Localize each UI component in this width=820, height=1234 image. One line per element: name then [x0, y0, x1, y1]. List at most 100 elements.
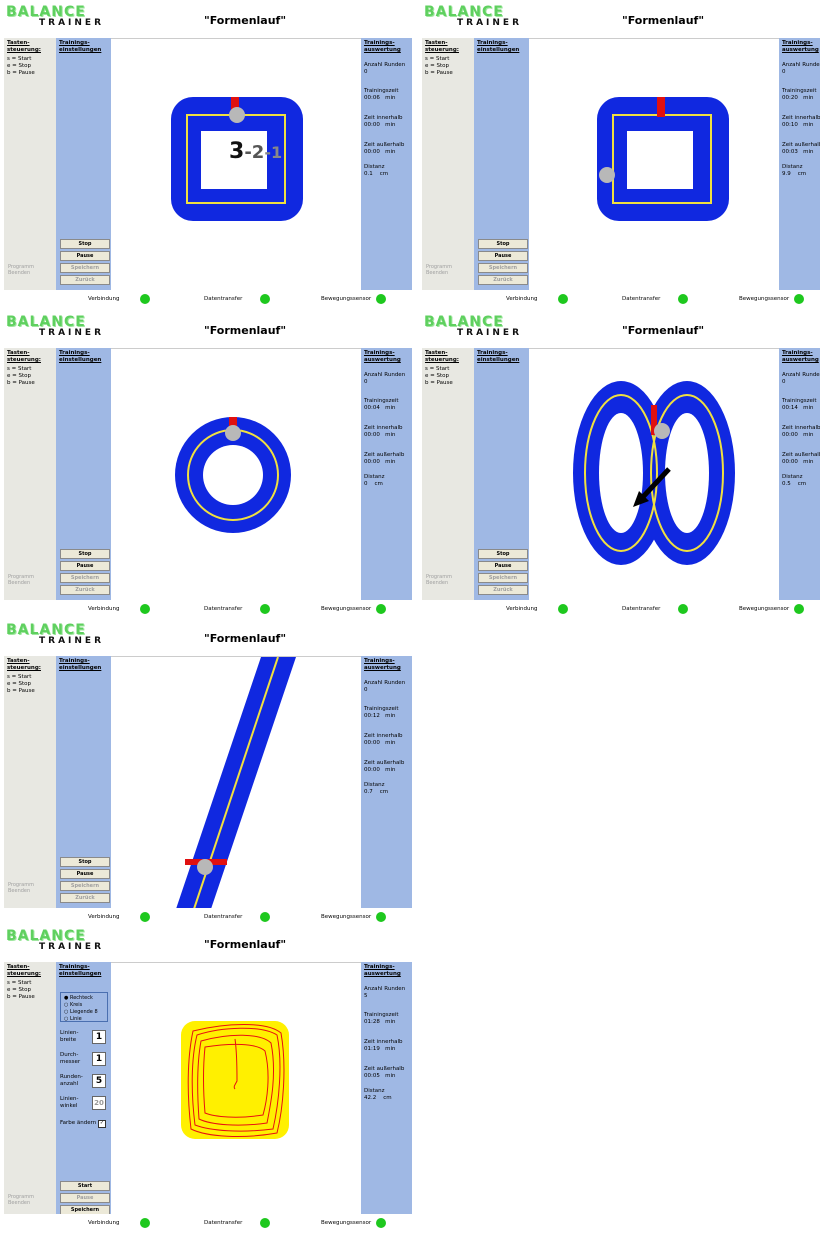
stop-button[interactable]: Stop [478, 549, 528, 559]
inside-row: 00:00 min [364, 740, 395, 747]
evaluation-heading: Trainings-auswertung [782, 350, 819, 363]
program-end-label[interactable]: Programm Beenden [426, 574, 452, 586]
pause-button[interactable]: Pause [478, 251, 528, 261]
training-canvas[interactable] [111, 348, 361, 601]
back-button[interactable]: Zurück [60, 893, 110, 903]
track-rectangle [597, 97, 729, 221]
option-linie[interactable]: ○ Linie [64, 1016, 82, 1022]
rounds-label: Anzahl Runden [782, 62, 820, 68]
option-rechteck[interactable]: ● Rechteck [64, 995, 93, 1001]
stop-button[interactable]: Stop [478, 239, 528, 249]
time-row: 00:12 min [364, 713, 395, 720]
stop-button[interactable]: Stop [60, 239, 110, 249]
status-bar: Verbindung Datentransfer Bewegungssensor [4, 600, 412, 620]
status-bar: Verbindung Datentransfer Bewegungssensor [4, 1214, 412, 1234]
outside-unit: min [385, 1073, 396, 1079]
direction-arrow [639, 467, 671, 501]
distance-value: 0.7 [364, 789, 373, 795]
save-button[interactable]: Speichern [60, 881, 110, 891]
inside-unit: min [385, 432, 396, 438]
diameter-input[interactable]: 1 [92, 1052, 106, 1066]
connection-indicator [140, 604, 150, 614]
rounds-label: Anzahl Runden [364, 680, 406, 686]
sensor-indicator [794, 294, 804, 304]
angle-input[interactable]: 20 [92, 1096, 106, 1110]
program-end-label[interactable]: Programm Beenden [8, 574, 34, 586]
training-canvas[interactable] [529, 348, 779, 601]
start-marker [651, 405, 657, 435]
transfer-indicator [678, 604, 688, 614]
program-end-label[interactable]: Programm Beenden [426, 264, 452, 276]
program-end-label[interactable]: Programm Beenden [8, 264, 34, 276]
inside-value: 00:00 [364, 740, 380, 746]
pause-button[interactable]: Pause [60, 561, 110, 571]
color-change-checkbox[interactable]: ✓ [98, 1120, 106, 1128]
save-button[interactable]: Speichern [478, 573, 528, 583]
save-button[interactable]: Speichern [60, 573, 110, 583]
save-button[interactable]: Speichern [60, 263, 110, 273]
save-button[interactable]: Speichern [478, 263, 528, 273]
inside-row: 00:00 min [364, 432, 395, 439]
back-button[interactable]: Zurück [478, 275, 528, 285]
back-button[interactable]: Zurück [478, 585, 528, 595]
rounds-input[interactable]: 5 [92, 1074, 106, 1088]
training-canvas[interactable] [111, 962, 361, 1215]
evaluation-column: Trainings-auswertung Anzahl Runden 5 Tra… [361, 962, 412, 1214]
line-width-input[interactable]: 1 [92, 1030, 106, 1044]
status-bar: Verbindung Datentransfer Bewegungssensor [4, 290, 412, 310]
transfer-label: Datentransfer [204, 606, 243, 612]
time-row: 00:06 min [364, 95, 395, 102]
track-figure-eight [573, 381, 735, 565]
option-kreis[interactable]: ○ Kreis [64, 1002, 83, 1008]
evaluation-heading: Trainings-auswertung [364, 350, 401, 363]
time-value: 01:28 [364, 1019, 380, 1025]
pause-button[interactable]: Pause [478, 561, 528, 571]
option-liegende-8[interactable]: ○ Liegende 8 [64, 1009, 98, 1015]
transfer-indicator [678, 294, 688, 304]
time-value: 00:06 [364, 95, 380, 101]
stop-button[interactable]: Stop [60, 857, 110, 867]
pause-button[interactable]: Pause [60, 1193, 110, 1203]
time-value: 00:20 [782, 95, 798, 101]
distance-label: Distanz [364, 1088, 385, 1094]
key-start: s = Start [7, 980, 32, 986]
distance-row: 0 cm [364, 481, 383, 488]
start-marker [657, 97, 665, 117]
training-canvas[interactable] [529, 38, 779, 291]
inside-label: Zeit innerhalb [364, 1039, 403, 1045]
rounds-value: 0 [782, 379, 786, 385]
program-end-label[interactable]: Programm Beenden [8, 882, 34, 894]
back-button[interactable]: Zurück [60, 585, 110, 595]
distance-row: 0.5 cm [782, 481, 806, 488]
distance-unit: cm [379, 171, 389, 177]
pause-button[interactable]: Pause [60, 869, 110, 879]
key-help-column: Tasten-steuerung: s = Start e = Stop b =… [4, 348, 56, 600]
start-button[interactable]: Start [60, 1181, 110, 1191]
window-title: "Formenlauf" [204, 324, 287, 337]
shape-options[interactable]: ● Rechteck ○ Kreis ○ Liegende 8 ○ Linie [60, 992, 108, 1022]
time-label: Trainingszeit [782, 398, 817, 404]
settings-heading: Trainings-einstellungen [59, 350, 102, 363]
sensor-indicator [376, 1218, 386, 1228]
pause-button[interactable]: Pause [60, 251, 110, 261]
training-canvas[interactable] [111, 656, 361, 909]
distance-value: 42.2 [364, 1095, 377, 1101]
training-canvas[interactable]: 3-2-1 [111, 38, 361, 291]
back-button[interactable]: Zurück [60, 275, 110, 285]
inside-value: 01:19 [364, 1046, 380, 1052]
trainer-window-2: BALANCE TRAINER "Formenlauf" Tasten-steu… [422, 4, 820, 310]
distance-value: 0.5 [782, 481, 791, 487]
connection-label: Verbindung [88, 606, 120, 612]
rounds-value: 5 [364, 993, 368, 999]
transfer-indicator [260, 294, 270, 304]
transfer-label: Datentransfer [622, 296, 661, 302]
direction-arrow-head [633, 491, 649, 507]
outside-row: 00:03 min [782, 149, 813, 156]
track-inner-left [599, 413, 643, 533]
stop-button[interactable]: Stop [60, 549, 110, 559]
color-change-label: Farbe ändern [60, 1120, 97, 1126]
program-end-label[interactable]: Programm Beenden [8, 1194, 34, 1206]
connection-indicator [140, 1218, 150, 1228]
header: BALANCE TRAINER "Formenlauf" [4, 4, 412, 38]
window-title: "Formenlauf" [204, 632, 287, 645]
